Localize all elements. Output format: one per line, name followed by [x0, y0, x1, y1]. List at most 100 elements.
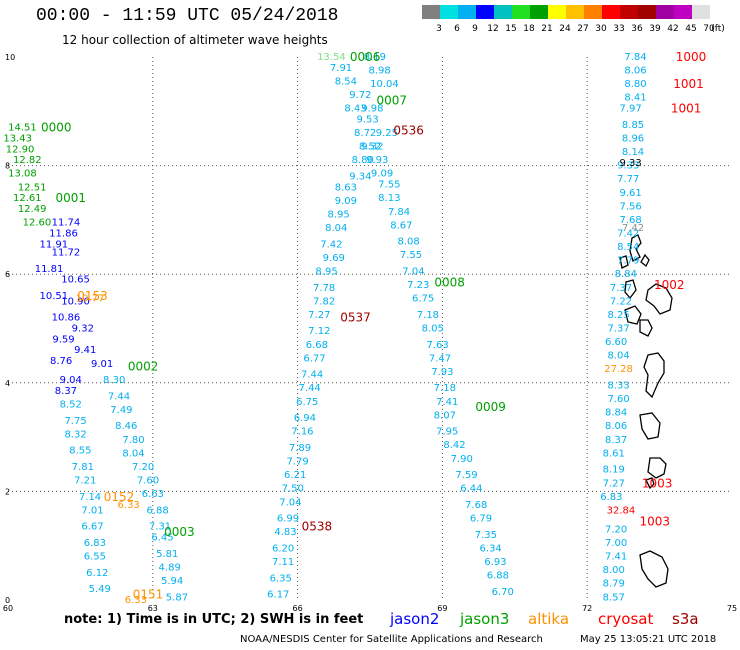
- data-point-label: 10.04: [370, 79, 399, 90]
- data-point-label: 7.31: [149, 522, 171, 533]
- data-point-label: 7.41: [605, 552, 627, 563]
- data-point-label: 8.04: [325, 223, 347, 234]
- data-point-label: 8.30: [103, 375, 125, 386]
- colorbar-unit: (ft): [711, 24, 725, 34]
- data-point-label: 8.04: [607, 351, 629, 362]
- data-point-label: 7.04: [279, 497, 301, 508]
- data-point-label: 6.35: [270, 573, 292, 584]
- pass-label: 1003: [639, 514, 670, 528]
- coastline-outline: [639, 550, 669, 588]
- y-tick-label: 10: [5, 53, 15, 62]
- data-point-label: 6.77: [303, 353, 325, 364]
- pass-label: 0000: [41, 121, 72, 135]
- colorbar-swatch: [638, 5, 656, 19]
- data-point-label: 8.19: [364, 52, 386, 63]
- data-point-label: 6.94: [294, 413, 316, 424]
- colorbar-label: 12: [487, 24, 498, 34]
- data-point-label: 7.60: [137, 476, 159, 487]
- data-point-label: 8.85: [622, 120, 644, 131]
- data-point-label: 7.56: [620, 201, 642, 212]
- data-point-label: 7.77: [617, 174, 639, 185]
- data-point-label: 10.65: [61, 275, 90, 286]
- colorbar-swatch: [458, 5, 476, 19]
- data-point-label: 10.90: [61, 296, 90, 307]
- data-point-label: 7.44: [299, 383, 321, 394]
- data-point-label: 8.54: [617, 242, 639, 253]
- data-point-label: 7.68: [620, 215, 642, 226]
- data-point-label: 6.75: [412, 294, 434, 305]
- data-point-label: 6.33: [118, 500, 140, 511]
- colorbar-swatch: [566, 5, 584, 19]
- data-point-label: 7.44: [108, 391, 130, 402]
- data-point-label: 7.68: [465, 500, 487, 511]
- data-point-label: 8.67: [390, 220, 412, 231]
- x-tick-label: 69: [437, 604, 447, 613]
- colorbar-swatch: [476, 5, 494, 19]
- colorbar-label: 21: [541, 24, 552, 34]
- colorbar-label: 70: [703, 24, 715, 34]
- legend-entry: cryosat: [598, 610, 654, 628]
- data-point-label: 6.33: [125, 595, 147, 606]
- data-point-label: 8.95: [315, 266, 337, 277]
- coastline-outline: [629, 234, 642, 262]
- pass-label: 0002: [128, 360, 159, 374]
- x-tick-label: 72: [582, 604, 592, 613]
- legend-entry: jason3: [460, 610, 510, 628]
- coastline-outline: [624, 279, 637, 300]
- data-point-label: 6.63: [142, 489, 164, 500]
- data-point-label: 8.41: [624, 93, 646, 104]
- chart-title: 00:00 - 11:59 UTC 05/24/2018: [36, 6, 339, 26]
- colorbar-swatch: [620, 5, 638, 19]
- data-point-label: 6.60: [605, 337, 627, 348]
- data-point-label: 7.14: [79, 492, 101, 503]
- data-point-label: 13.08: [8, 169, 37, 180]
- colorbar-swatch: [692, 5, 710, 19]
- data-point-label: 9.33: [620, 158, 642, 169]
- data-point-label: 9.32: [72, 324, 94, 335]
- data-point-label: 7.55: [400, 250, 422, 261]
- pass-label: 0153: [77, 289, 108, 303]
- data-point-label: 7.12: [308, 326, 330, 337]
- coastline-outline: [619, 255, 629, 269]
- pass-label: 1003: [642, 476, 673, 490]
- data-point-label: 8.52: [359, 142, 381, 153]
- x-tick-label: 63: [148, 604, 158, 613]
- data-point-label: 9.69: [323, 253, 345, 264]
- data-point-label: 8.80: [624, 79, 646, 90]
- data-point-label: 5.87: [166, 592, 188, 603]
- data-point-label: 7.42: [320, 239, 342, 250]
- data-point-label: 7.27: [308, 310, 330, 321]
- data-point-label: 7.55: [378, 180, 400, 191]
- pass-label: 0151: [133, 588, 164, 602]
- colorbar-label: 3: [436, 24, 442, 34]
- data-point-label: 8.95: [327, 209, 349, 220]
- data-point-label: 13.54: [317, 52, 346, 63]
- data-point-label: 7.80: [122, 435, 144, 446]
- data-point-label: 7.84: [388, 207, 410, 218]
- data-point-label: 7.42: [622, 223, 644, 234]
- data-point-label: 9.32: [361, 142, 383, 153]
- data-point-label: 7.84: [624, 52, 646, 63]
- data-point-label: 14.51: [8, 123, 37, 134]
- pass-label: 0538: [302, 520, 333, 534]
- data-point-label: 7.47: [429, 353, 451, 364]
- pass-label: 0003: [164, 525, 195, 539]
- footer-timestamp: May 25 13:05:21 UTC 2018: [580, 634, 717, 645]
- data-point-label: 7.97: [620, 104, 642, 115]
- colorbar-label: 33: [613, 24, 624, 34]
- data-point-label: 10.51: [40, 291, 69, 302]
- data-point-label: 8.07: [434, 410, 456, 421]
- data-point-label: 6.55: [84, 552, 106, 563]
- data-point-label: 7.75: [64, 416, 86, 427]
- data-point-label: 7.42: [617, 228, 639, 239]
- data-point-label: 7.81: [72, 462, 94, 473]
- data-point-label: 11.74: [52, 218, 81, 229]
- data-point-label: 7.41: [436, 397, 458, 408]
- data-point-label: 9.59: [52, 334, 74, 345]
- data-point-label: 7.00: [605, 538, 627, 549]
- pass-label: 1000: [676, 50, 707, 64]
- data-point-label: 7.49: [110, 405, 132, 416]
- data-point-label: 9.34: [349, 171, 371, 182]
- data-point-label: 5.81: [156, 549, 178, 560]
- data-point-label: 8.57: [603, 592, 625, 603]
